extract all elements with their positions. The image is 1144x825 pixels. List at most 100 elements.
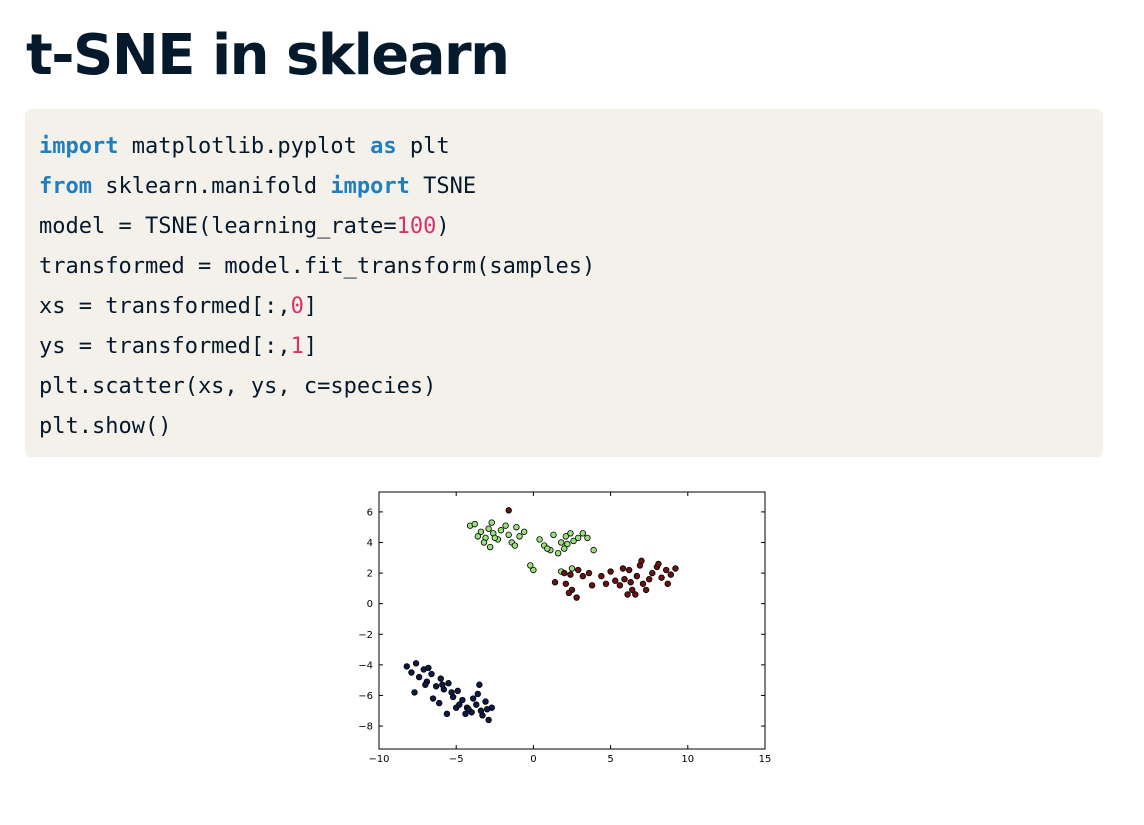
scatter-point (465, 706, 472, 713)
x-tick-label: −10 (368, 754, 389, 765)
code-line: model = TSNE(learning_rate=100) (39, 207, 1103, 247)
code-keyword: import (39, 134, 119, 159)
scatter-point (672, 565, 679, 572)
code-token: plt.scatter(xs, ys, c=species) (39, 374, 437, 399)
x-tick-label: −5 (449, 754, 464, 765)
y-tick-label: −8 (358, 722, 373, 733)
code-line: plt.scatter(xs, ys, c=species) (39, 367, 1103, 407)
scatter-point (497, 527, 505, 534)
scatter-point (564, 540, 571, 548)
scatter-point (550, 531, 557, 539)
scatter-point (505, 507, 512, 514)
scatter-point (448, 689, 455, 696)
scatter-point (474, 690, 482, 698)
scatter-point (544, 545, 551, 552)
scatter-point (627, 579, 634, 586)
scatter-point (612, 577, 619, 584)
y-tick-label: 2 (367, 569, 373, 580)
scatter-point (638, 557, 645, 565)
scatter-point (621, 575, 628, 583)
code-token: ] (303, 294, 318, 319)
scatter-point (520, 528, 528, 535)
scatter-point (429, 695, 437, 702)
code-token: xs = transformed[:, (39, 294, 291, 319)
scatter-point (471, 520, 478, 528)
code-token: plt.show() (39, 414, 172, 439)
scatter-point (568, 565, 576, 572)
scatter-chart-svg: −10 −5 0 5 10 15 −8 −6 −4 −2 0 2 4 6 (358, 491, 771, 765)
scatter-point (454, 687, 461, 695)
scatter-point (649, 569, 656, 577)
scatter-point (662, 566, 670, 574)
code-block: import matplotlib.pyplot as plt from skle… (25, 109, 1103, 457)
code-keyword: as (370, 134, 397, 159)
scatter-point (590, 546, 597, 554)
scatter-point (462, 710, 469, 718)
code-token: ) (436, 214, 450, 239)
code-number: 0 (290, 294, 304, 319)
scatter-point (570, 537, 577, 545)
scatter-point (445, 680, 452, 687)
code-number: 100 (396, 214, 437, 239)
code-token: model = TSNE(learning_rate= (39, 214, 397, 239)
scatter-point (459, 696, 466, 704)
scatter-point (573, 594, 580, 601)
scatter-point (408, 669, 415, 676)
scatter-point (567, 530, 574, 537)
scatter-point (642, 586, 650, 594)
scatter-point (664, 580, 671, 587)
code-token: ] (303, 334, 318, 359)
scatter-point (658, 574, 665, 581)
scatter-point (579, 572, 587, 580)
scatter-point (588, 582, 596, 589)
scatter-point (574, 534, 582, 542)
scatter-point (602, 580, 610, 587)
scatter-point (561, 569, 568, 577)
scatter-point (483, 706, 491, 713)
scatter-point (625, 566, 633, 574)
scatter-point (437, 675, 444, 682)
scatter-point (502, 522, 509, 529)
scatter-point (655, 560, 662, 568)
scatter-point (469, 695, 477, 702)
tsne-scatter-plot: −10 −5 0 5 10 15 −8 −6 −4 −2 0 2 4 6 (345, 480, 785, 770)
scatter-point (425, 664, 432, 672)
scatter-point (485, 525, 492, 532)
scatter-point (624, 591, 631, 598)
y-tick-label: 6 (367, 507, 373, 518)
code-line: plt.show() (39, 407, 1103, 447)
page-title: t-SNE in sklearn (26, 23, 510, 88)
code-token: matplotlib.pyplot (118, 134, 371, 159)
scatter-point (488, 519, 495, 526)
scatter-point (536, 536, 543, 543)
scatter-point (607, 568, 614, 575)
scatter-point (562, 580, 570, 587)
y-tick-label: −6 (358, 691, 373, 702)
scatter-point (619, 565, 627, 572)
x-tick-label: 0 (530, 754, 536, 765)
scatter-point (598, 572, 605, 580)
y-tick-label: 4 (367, 538, 373, 549)
scatter-point (562, 533, 570, 540)
code-line: import matplotlib.pyplot as plt (39, 127, 1103, 167)
scatter-point (516, 533, 523, 540)
scatter-point (482, 698, 489, 705)
scatter-point (513, 523, 520, 531)
code-line: ys = transformed[:,1] (39, 327, 1103, 367)
scatter-point (629, 586, 636, 594)
scatter-point (567, 571, 574, 578)
y-tick-label: −4 (358, 660, 373, 671)
code-token: ys = transformed[:, (39, 334, 291, 359)
scatter-point (480, 539, 488, 546)
y-tick-label: 0 (367, 599, 373, 610)
code-token: plt (396, 134, 450, 159)
scatter-point (403, 663, 410, 670)
scatter-point (646, 575, 653, 583)
scatter-point (585, 569, 593, 577)
scatter-point (474, 533, 482, 540)
scatter-point (452, 704, 460, 711)
scatter-point (432, 683, 440, 690)
scatter-point (428, 670, 435, 678)
scatter-point (485, 716, 492, 724)
code-keyword: import (330, 174, 410, 199)
